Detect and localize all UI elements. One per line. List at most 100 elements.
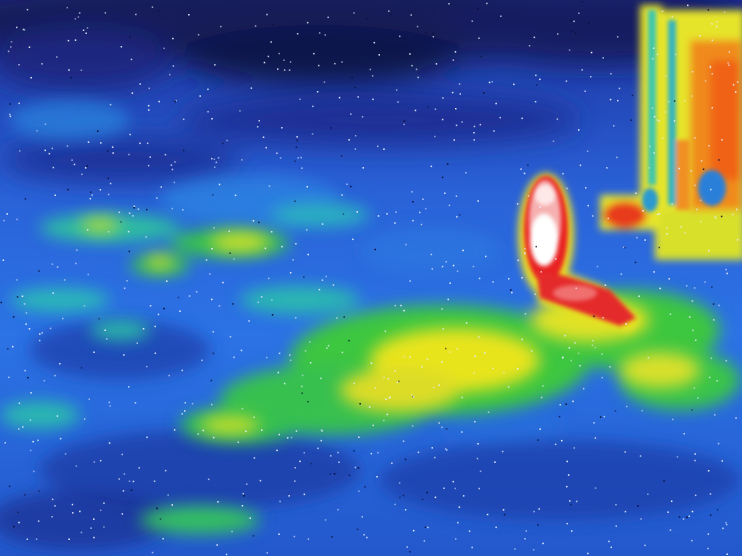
noise-speck	[228, 230, 230, 233]
noise-speck	[651, 107, 654, 109]
noise-speck	[732, 84, 735, 86]
noise-speck	[123, 287, 126, 289]
noise-speck	[501, 450, 504, 453]
noise-speck	[540, 271, 542, 273]
noise-speck	[279, 500, 281, 503]
noise-speck	[294, 467, 296, 469]
noise-speck	[500, 15, 502, 17]
noise-speck	[268, 277, 270, 280]
noise-speck	[252, 535, 255, 537]
noise-speck	[354, 86, 356, 89]
noise-speck	[202, 429, 204, 432]
noise-speck	[726, 553, 728, 555]
noise-speck	[51, 498, 54, 501]
noise-speck	[682, 518, 685, 520]
noise-speck	[4, 442, 6, 444]
noise-speck	[240, 349, 243, 352]
noise-speck	[451, 91, 454, 94]
noise-speck	[533, 36, 536, 39]
noise-speck	[259, 479, 262, 482]
noise-speck	[184, 410, 186, 412]
noise-speck	[278, 533, 280, 535]
noise-speck	[530, 350, 533, 352]
noise-speck	[157, 313, 160, 316]
noise-speck	[704, 281, 706, 283]
noise-speck	[80, 69, 83, 71]
noise-speck	[707, 547, 709, 550]
noise-speck	[570, 359, 572, 362]
noise-speck	[286, 437, 289, 439]
noise-speck	[142, 328, 145, 330]
noise-speck	[338, 461, 340, 463]
noise-speck	[386, 213, 388, 215]
noise-speck	[610, 73, 612, 75]
noise-speck	[348, 474, 351, 477]
noise-speck	[351, 76, 353, 79]
noise-speck	[151, 6, 154, 8]
noise-speck	[491, 81, 493, 83]
noise-speck	[409, 280, 411, 282]
noise-speck	[303, 493, 306, 496]
noise-speck	[555, 258, 557, 260]
noise-speck	[277, 371, 280, 374]
noise-speck	[91, 194, 93, 196]
noise-speck	[409, 53, 411, 55]
noise-speck	[417, 451, 420, 454]
noise-speck	[455, 195, 458, 197]
noise-speck	[694, 494, 697, 497]
noise-speck	[87, 141, 90, 143]
noise-speck	[271, 23, 274, 26]
noise-speck	[702, 168, 705, 170]
noise-speck	[411, 191, 413, 193]
noise-speck	[709, 65, 712, 68]
noise-speck	[271, 314, 274, 316]
noise-speck	[714, 414, 716, 416]
noise-speck	[441, 426, 443, 429]
noise-speck	[133, 205, 136, 207]
noise-speck	[385, 398, 387, 400]
noise-speck	[146, 365, 148, 368]
noise-speck	[434, 108, 437, 110]
noise-speck	[120, 46, 123, 48]
noise-speck	[278, 433, 280, 436]
noise-speck	[412, 529, 415, 532]
noise-speck	[567, 474, 570, 476]
noise-speck	[333, 473, 336, 475]
noise-speck	[23, 29, 26, 31]
noise-speck	[147, 164, 150, 167]
noise-speck	[139, 142, 141, 145]
noise-speck	[321, 223, 324, 225]
noise-speck	[427, 106, 430, 108]
noise-speck	[422, 198, 424, 200]
noise-speck	[211, 157, 213, 160]
noise-speck	[364, 486, 366, 488]
noise-speck	[271, 299, 273, 301]
noise-speck	[423, 540, 426, 542]
noise-speck	[508, 278, 510, 280]
noise-speck	[318, 32, 321, 34]
noise-speck	[120, 221, 122, 223]
noise-speck	[172, 65, 175, 67]
noise-speck	[524, 313, 527, 315]
noise-speck	[163, 307, 165, 310]
noise-speck	[266, 552, 268, 554]
noise-speck	[570, 503, 572, 506]
noise-speck	[48, 152, 51, 155]
noise-speck	[107, 150, 109, 152]
noise-speck	[156, 197, 158, 199]
noise-speck	[93, 536, 95, 539]
noise-speck	[478, 37, 480, 39]
noise-speck	[718, 159, 720, 161]
noise-speck	[128, 212, 131, 214]
noise-speck	[279, 157, 282, 159]
noise-speck	[52, 292, 54, 294]
noise-speck	[81, 173, 83, 176]
noise-speck	[725, 268, 727, 271]
noise-speck	[216, 544, 218, 546]
noise-speck	[647, 357, 650, 359]
noise-speck	[153, 480, 156, 482]
noise-speck	[577, 352, 580, 355]
noise-speck	[652, 57, 654, 60]
noise-speck	[566, 187, 568, 190]
